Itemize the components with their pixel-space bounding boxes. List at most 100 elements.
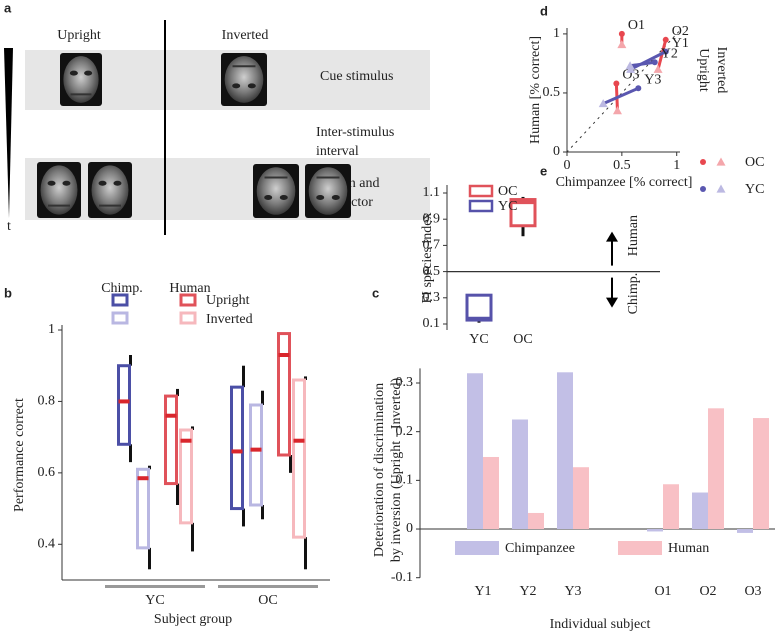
- bar: [573, 467, 589, 530]
- x-tick-label: 0.5: [613, 158, 631, 173]
- x-tick-label: YC: [469, 332, 488, 347]
- legend-label: Upright: [206, 293, 250, 308]
- bar: [467, 373, 483, 530]
- panel-label: a: [4, 0, 12, 15]
- face-image: [62, 180, 71, 186]
- inverted-point: [598, 99, 608, 108]
- x-tick-label: OC: [258, 593, 277, 608]
- face-image: [113, 180, 122, 186]
- face-image: [84, 70, 93, 76]
- y-tick-label: 0.1: [396, 473, 414, 488]
- legend-swatch: [468, 199, 494, 213]
- y-axis-label: FI species index: [420, 213, 435, 304]
- x-tick-label: 0: [564, 158, 571, 173]
- inverted-point: [617, 40, 627, 49]
- y-tick-label: 0.5: [543, 85, 561, 100]
- face-image: [47, 180, 56, 186]
- legend-header: Chimp.: [101, 281, 143, 296]
- y-tick-label: -0.1: [391, 570, 413, 585]
- x-axis-label: Subject group: [154, 612, 232, 627]
- y-tick-label: 0.6: [38, 465, 56, 480]
- legend-swatch: [179, 311, 197, 325]
- x-tick-label: Y2: [519, 584, 536, 599]
- group-bar: [105, 585, 205, 588]
- box: [164, 394, 178, 486]
- group-bar: [218, 585, 318, 588]
- point-label: O1: [628, 18, 645, 33]
- y-tick-label: 0: [406, 521, 413, 536]
- column-header: Inverted: [222, 28, 269, 43]
- y-tick-label: 0.2: [396, 424, 414, 439]
- upright-point: [618, 30, 625, 37]
- bar: [483, 456, 499, 530]
- point-label: O2: [672, 24, 689, 39]
- annotation: Human: [626, 215, 641, 256]
- legend-swatch: [179, 293, 197, 307]
- time-label: t: [7, 219, 11, 234]
- x-tick-label: 1: [673, 158, 680, 173]
- face-image: [331, 194, 340, 200]
- legend-header: Human: [169, 281, 210, 296]
- x-axis-label: Individual subject: [550, 617, 651, 632]
- legend-header: Upright: [696, 48, 711, 92]
- box: [179, 428, 193, 525]
- legend-label: YC: [745, 182, 764, 197]
- face-image: [308, 167, 348, 215]
- bar: [663, 484, 679, 530]
- bar: [528, 512, 544, 530]
- legend-swatch: [111, 311, 129, 325]
- legend-marker: [716, 157, 726, 166]
- x-tick-label: Y3: [564, 584, 581, 599]
- bar: [737, 529, 753, 533]
- bar: [512, 419, 528, 530]
- pair-line: [629, 60, 655, 68]
- box: [230, 385, 244, 511]
- y-tick-label: 0.7: [423, 238, 441, 253]
- arrow: [606, 297, 618, 308]
- inverted-point: [625, 61, 635, 70]
- y-axis-label: Performance correct: [12, 398, 27, 512]
- column-header: Upright: [57, 28, 101, 43]
- y-tick-label: 0.5: [423, 264, 441, 279]
- panel-label: b: [4, 285, 12, 300]
- y-tick-label: 0.1: [423, 316, 441, 331]
- legend-header: Inverted: [714, 47, 729, 94]
- face-image: [91, 165, 129, 215]
- face-image: [316, 194, 325, 200]
- y-tick-label: 0.8: [38, 394, 56, 409]
- upright-point: [662, 48, 669, 55]
- y-axis-label: Human [% correct]: [528, 36, 543, 144]
- row-label: Inter-stimulus: [316, 125, 394, 140]
- point-label: Y3: [644, 72, 661, 87]
- y-tick-label: 0.3: [423, 290, 441, 305]
- face-image: [69, 70, 78, 76]
- point-label: Y2: [661, 46, 678, 61]
- face-image: [232, 83, 241, 89]
- face-image: [264, 194, 273, 200]
- face-image: [279, 194, 288, 200]
- bar: [557, 372, 573, 530]
- legend-swatch: [468, 184, 494, 198]
- x-tick-label: YC: [145, 593, 164, 608]
- legend-swatch: [455, 541, 499, 555]
- y-tick-label: 0.4: [38, 537, 56, 552]
- x-tick-label: Y1: [474, 584, 491, 599]
- y-tick-label: 0: [553, 144, 560, 159]
- upright-point: [651, 59, 658, 66]
- x-tick-label: O1: [654, 584, 671, 599]
- box: [465, 293, 493, 322]
- legend-marker: [700, 159, 706, 165]
- panel-label: e: [540, 163, 547, 178]
- face-image: [224, 56, 264, 103]
- face-image: [63, 56, 99, 103]
- y-tick-label: 1: [48, 322, 55, 337]
- box: [117, 364, 131, 446]
- inverted-point: [653, 64, 663, 73]
- legend-marker: [700, 186, 706, 192]
- upright-point: [613, 80, 620, 87]
- box: [136, 467, 150, 550]
- x-tick-label: OC: [513, 332, 532, 347]
- y-axis-label: Deterioration of discrimination: [372, 383, 387, 557]
- box: [277, 332, 291, 457]
